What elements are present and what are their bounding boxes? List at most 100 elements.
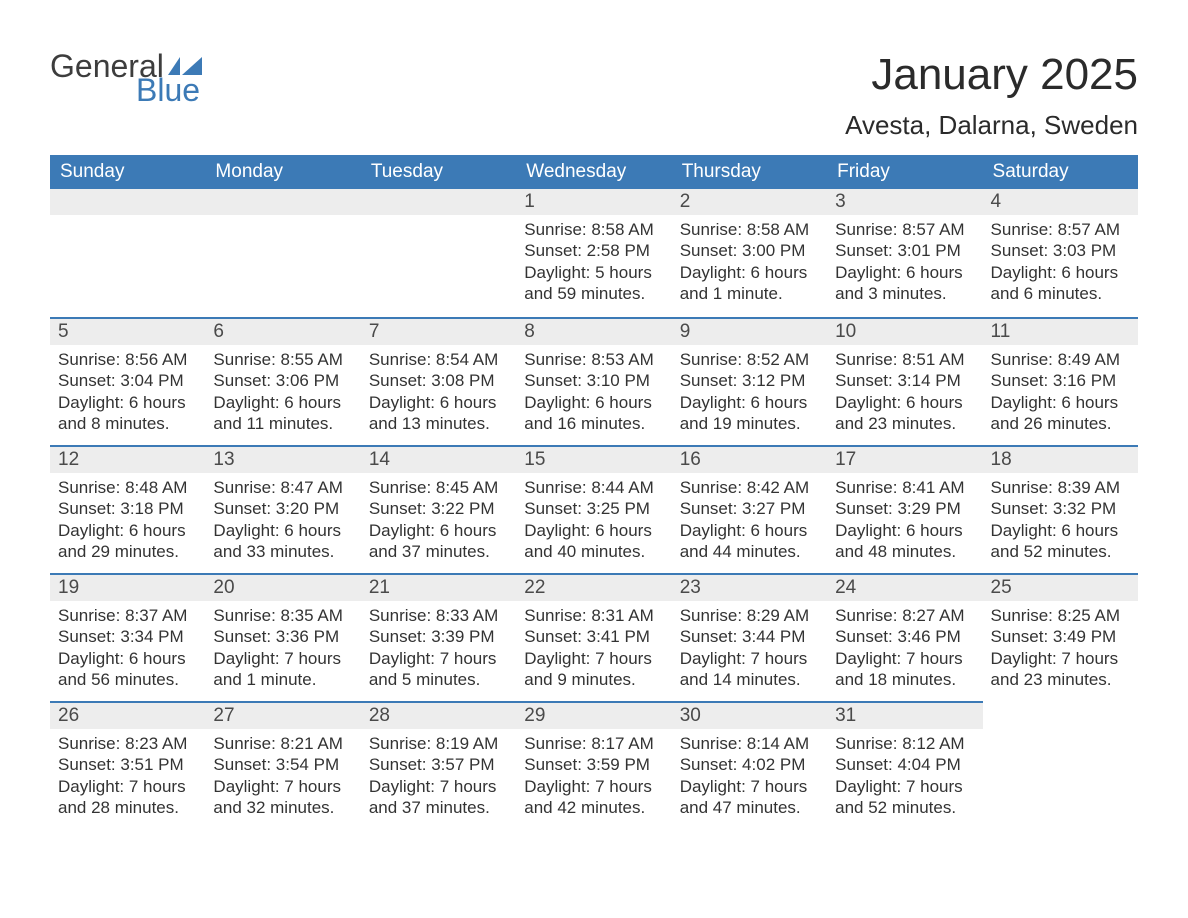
month-year-title: January 2025 [845,50,1138,100]
calendar-day-cell: 10Sunrise: 8:51 AMSunset: 3:14 PMDayligh… [827,317,982,445]
sunrise-text: Sunrise: 8:55 AM [213,349,352,370]
sunrise-text: Sunrise: 8:29 AM [680,605,819,626]
sunset-text: Sunset: 3:46 PM [835,626,974,647]
sunset-text: Sunset: 3:00 PM [680,240,819,261]
sunrise-text: Sunrise: 8:21 AM [213,733,352,754]
calendar-week-row: 26Sunrise: 8:23 AMSunset: 3:51 PMDayligh… [50,701,1138,829]
day-details: Sunrise: 8:27 AMSunset: 3:46 PMDaylight:… [827,601,982,690]
daylight-text: Daylight: 6 hours and 40 minutes. [524,520,663,563]
day-number: 31 [827,701,982,729]
day-number: 18 [983,445,1138,473]
day-number: 12 [50,445,205,473]
calendar-day-cell: 18Sunrise: 8:39 AMSunset: 3:32 PMDayligh… [983,445,1138,573]
calendar-day-cell: 27Sunrise: 8:21 AMSunset: 3:54 PMDayligh… [205,701,360,829]
calendar-day-cell: 23Sunrise: 8:29 AMSunset: 3:44 PMDayligh… [672,573,827,701]
sunset-text: Sunset: 3:08 PM [369,370,508,391]
day-number: 15 [516,445,671,473]
day-details: Sunrise: 8:29 AMSunset: 3:44 PMDaylight:… [672,601,827,690]
sunrise-text: Sunrise: 8:42 AM [680,477,819,498]
daylight-text: Daylight: 7 hours and 37 minutes. [369,776,508,819]
daylight-text: Daylight: 7 hours and 32 minutes. [213,776,352,819]
day-details: Sunrise: 8:45 AMSunset: 3:22 PMDaylight:… [361,473,516,562]
day-details: Sunrise: 8:14 AMSunset: 4:02 PMDaylight:… [672,729,827,818]
weekday-header: Thursday [672,155,827,189]
sunrise-text: Sunrise: 8:51 AM [835,349,974,370]
calendar-day-cell: 21Sunrise: 8:33 AMSunset: 3:39 PMDayligh… [361,573,516,701]
day-details: Sunrise: 8:35 AMSunset: 3:36 PMDaylight:… [205,601,360,690]
sunset-text: Sunset: 3:20 PM [213,498,352,519]
day-number: 9 [672,317,827,345]
day-details: Sunrise: 8:52 AMSunset: 3:12 PMDaylight:… [672,345,827,434]
day-details: Sunrise: 8:51 AMSunset: 3:14 PMDaylight:… [827,345,982,434]
weekday-header: Saturday [983,155,1138,189]
sunrise-text: Sunrise: 8:54 AM [369,349,508,370]
daylight-text: Daylight: 6 hours and 44 minutes. [680,520,819,563]
daylight-text: Daylight: 7 hours and 18 minutes. [835,648,974,691]
day-details: Sunrise: 8:56 AMSunset: 3:04 PMDaylight:… [50,345,205,434]
sunrise-text: Sunrise: 8:19 AM [369,733,508,754]
sunset-text: Sunset: 3:03 PM [991,240,1130,261]
daylight-text: Daylight: 6 hours and 37 minutes. [369,520,508,563]
calendar-day-cell: 20Sunrise: 8:35 AMSunset: 3:36 PMDayligh… [205,573,360,701]
sunset-text: Sunset: 3:06 PM [213,370,352,391]
calendar-day-cell: 12Sunrise: 8:48 AMSunset: 3:18 PMDayligh… [50,445,205,573]
sunset-text: Sunset: 3:25 PM [524,498,663,519]
day-details: Sunrise: 8:54 AMSunset: 3:08 PMDaylight:… [361,345,516,434]
day-number: 17 [827,445,982,473]
daylight-text: Daylight: 6 hours and 48 minutes. [835,520,974,563]
day-number: 3 [827,189,982,215]
sunset-text: Sunset: 3:22 PM [369,498,508,519]
calendar-day-cell: 15 Sunrise: 8:44 AMSunset: 3:25 PMDayligh… [516,445,671,573]
day-number: 14 [361,445,516,473]
empty-day-bar [361,189,516,215]
day-details: Sunrise: 8:37 AMSunset: 3:34 PMDaylight:… [50,601,205,690]
sunset-text: Sunset: 3:59 PM [524,754,663,775]
logo-word-2: Blue [136,74,206,106]
day-details: Sunrise: 8:12 AMSunset: 4:04 PMDaylight:… [827,729,982,818]
day-number: 16 [672,445,827,473]
calendar-day-cell: 16Sunrise: 8:42 AMSunset: 3:27 PMDayligh… [672,445,827,573]
calendar-day-cell [361,189,516,317]
day-number: 25 [983,573,1138,601]
daylight-text: Daylight: 6 hours and 13 minutes. [369,392,508,435]
daylight-text: Daylight: 6 hours and 11 minutes. [213,392,352,435]
sunrise-text: Sunrise: 8:47 AM [213,477,352,498]
daylight-text: Daylight: 6 hours and 33 minutes. [213,520,352,563]
sunset-text: Sunset: 3:57 PM [369,754,508,775]
page-header: General Blue January 2025 Avesta, Dalarn… [50,50,1138,151]
day-number: 29 [516,701,671,729]
sunset-text: Sunset: 3:18 PM [58,498,197,519]
sunrise-text: Sunrise: 8:12 AM [835,733,974,754]
sunset-text: Sunset: 3:16 PM [991,370,1130,391]
daylight-text: Daylight: 6 hours and 6 minutes. [991,262,1130,305]
sunrise-text: Sunrise: 8:58 AM [524,219,663,240]
calendar-day-cell: 24Sunrise: 8:27 AMSunset: 3:46 PMDayligh… [827,573,982,701]
day-details: Sunrise: 8:57 AMSunset: 3:01 PMDaylight:… [827,215,982,304]
daylight-text: Daylight: 7 hours and 9 minutes. [524,648,663,691]
calendar-day-cell: 9Sunrise: 8:52 AMSunset: 3:12 PMDaylight… [672,317,827,445]
weekday-header: Tuesday [361,155,516,189]
weekday-header: Friday [827,155,982,189]
calendar-day-cell: 11Sunrise: 8:49 AMSunset: 3:16 PMDayligh… [983,317,1138,445]
sunset-text: Sunset: 3:10 PM [524,370,663,391]
calendar-day-cell: 17Sunrise: 8:41 AMSunset: 3:29 PMDayligh… [827,445,982,573]
day-number: 10 [827,317,982,345]
calendar-day-cell [205,189,360,317]
sunset-text: Sunset: 4:04 PM [835,754,974,775]
title-block: January 2025 Avesta, Dalarna, Sweden [845,50,1138,151]
daylight-text: Daylight: 6 hours and 52 minutes. [991,520,1130,563]
day-number: 13 [205,445,360,473]
day-details: Sunrise: 8:53 AMSunset: 3:10 PMDaylight:… [516,345,671,434]
sunset-text: Sunset: 3:04 PM [58,370,197,391]
daylight-text: Daylight: 7 hours and 28 minutes. [58,776,197,819]
day-details: Sunrise: 8:33 AMSunset: 3:39 PMDaylight:… [361,601,516,690]
sunrise-text: Sunrise: 8:41 AM [835,477,974,498]
daylight-text: Daylight: 7 hours and 5 minutes. [369,648,508,691]
calendar-table: SundayMondayTuesdayWednesdayThursdayFrid… [50,155,1138,829]
calendar-week-row: 12Sunrise: 8:48 AMSunset: 3:18 PMDayligh… [50,445,1138,573]
sunrise-text: Sunrise: 8:44 AM [524,477,663,498]
sunrise-text: Sunrise: 8:53 AM [524,349,663,370]
calendar-week-row: 5Sunrise: 8:56 AMSunset: 3:04 PMDaylight… [50,317,1138,445]
day-number: 11 [983,317,1138,345]
sunset-text: Sunset: 3:49 PM [991,626,1130,647]
